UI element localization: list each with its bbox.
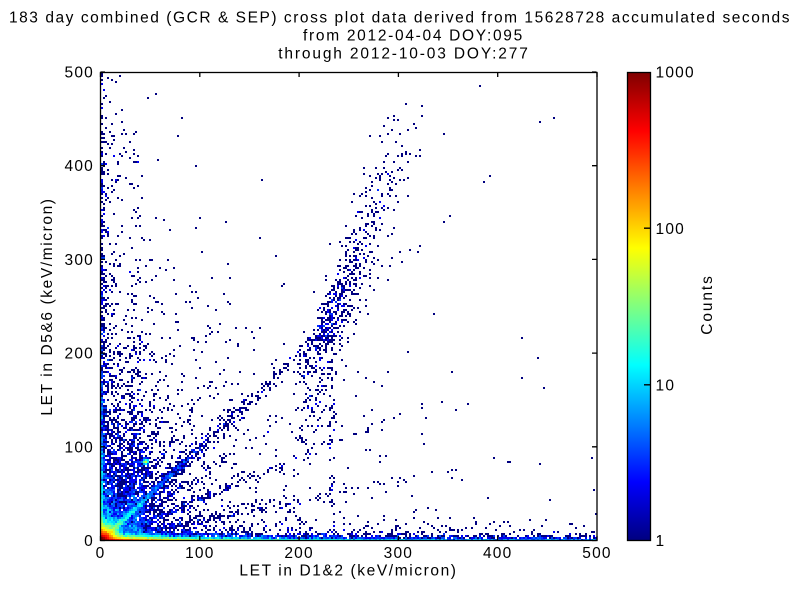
svg-text:Counts: Counts <box>699 274 716 335</box>
svg-text:1000: 1000 <box>656 65 695 82</box>
svg-text:10: 10 <box>656 377 676 394</box>
svg-text:through 2012-10-03 DOY:277: through 2012-10-03 DOY:277 <box>278 46 529 63</box>
svg-text:500: 500 <box>582 545 611 562</box>
svg-text:1: 1 <box>656 533 666 550</box>
svg-text:LET in D5&6 (keV/micron): LET in D5&6 (keV/micron) <box>39 197 56 415</box>
svg-text:400: 400 <box>483 545 512 562</box>
svg-text:200: 200 <box>284 545 313 562</box>
svg-text:200: 200 <box>65 346 94 363</box>
svg-text:100: 100 <box>656 221 685 238</box>
svg-text:183 day combined (GCR & SEP) c: 183 day combined (GCR & SEP) cross plot … <box>9 10 791 27</box>
svg-text:0: 0 <box>84 533 94 550</box>
svg-text:400: 400 <box>65 158 94 175</box>
svg-text:0: 0 <box>96 545 106 562</box>
svg-text:500: 500 <box>65 65 94 82</box>
svg-text:100: 100 <box>65 439 94 456</box>
svg-text:300: 300 <box>384 545 413 562</box>
svg-text:100: 100 <box>185 545 214 562</box>
svg-text:LET in D1&2 (keV/micron): LET in D1&2 (keV/micron) <box>239 563 457 580</box>
svg-text:300: 300 <box>65 252 94 269</box>
svg-text:from 2012-04-04 DOY:095: from 2012-04-04 DOY:095 <box>303 28 524 45</box>
